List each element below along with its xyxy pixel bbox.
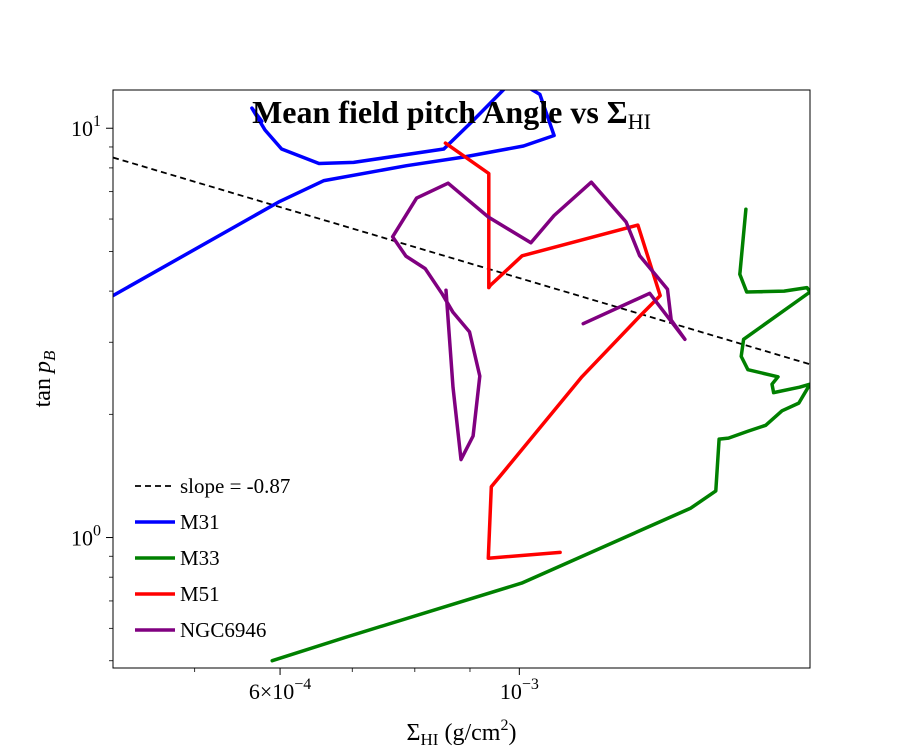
plot-frame [112, 89, 811, 669]
legend-label: slope = -0.87 [180, 474, 290, 498]
series-line-m31 [113, 90, 556, 298]
ticks-layer: 6×10−4 10−3 100 101 [71, 113, 539, 704]
series-line-m51 [443, 141, 662, 560]
legend: slope = -0.87 M31 M33 M51 NGC6946 [135, 474, 290, 642]
legend-label: M33 [180, 546, 220, 570]
y-tick-label: 100 [71, 523, 101, 551]
legend-label: NGC6946 [180, 618, 266, 642]
legend-label: M31 [180, 510, 220, 534]
y-axis-label: tanpB [30, 350, 59, 407]
chart-title: Mean field pitch Angle vs ΣHI [252, 94, 651, 134]
x-tick-label: 6×10−4 [249, 676, 311, 704]
series-layer [113, 90, 810, 663]
series-line-m33 [270, 207, 810, 663]
y-tick-label: 101 [71, 113, 101, 141]
x-axis-label: ΣHI (g/cm2) [407, 717, 517, 749]
chart-title-subscript: HI [628, 109, 651, 134]
plot-area [113, 90, 810, 668]
series-line-ngc6946 [390, 180, 687, 462]
series-line-slope-0-87 [113, 156, 810, 366]
legend-label: M51 [180, 582, 220, 606]
x-tick-label: 10−3 [500, 676, 539, 704]
